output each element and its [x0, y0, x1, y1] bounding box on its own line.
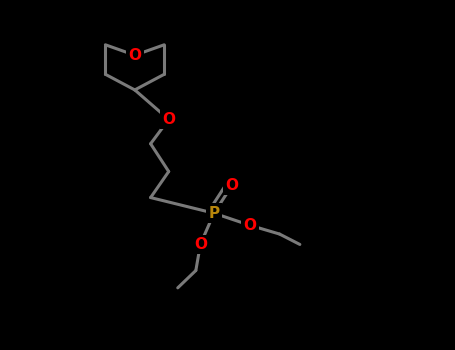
Text: O: O [243, 218, 257, 233]
Text: O: O [194, 237, 207, 252]
Text: O: O [128, 48, 142, 63]
Text: P: P [208, 206, 219, 221]
Text: O: O [162, 112, 175, 127]
Text: O: O [226, 178, 238, 193]
